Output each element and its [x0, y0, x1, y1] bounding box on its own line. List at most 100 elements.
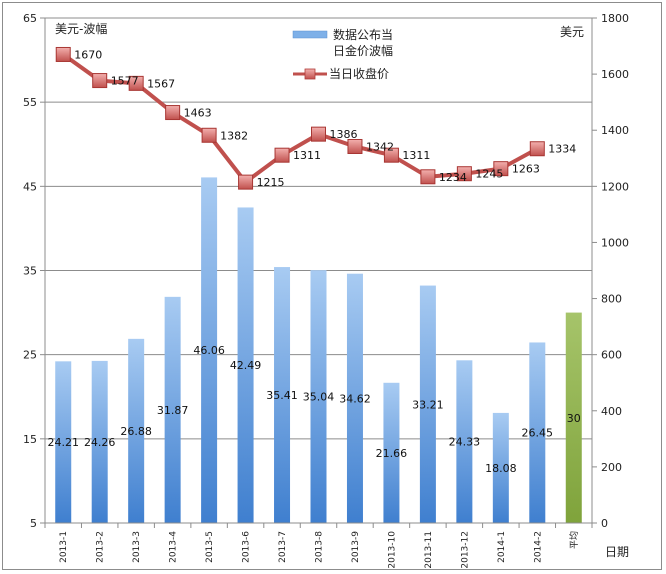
line-value-label: 1263 [512, 163, 540, 176]
x-tick-label: 2013-5 [205, 531, 215, 563]
chart-svg: 24.21 24.26 26.88 31.87 46.06 42.49 35.41 35.04… [23, 12, 629, 569]
line-value-label: 1567 [147, 77, 175, 90]
line-point [420, 169, 436, 185]
bar-average [565, 312, 582, 523]
bar-value-label: 33.21 [412, 398, 444, 411]
x-tick-label: 2014-1 [497, 531, 507, 563]
x-tick-label: 2013-4 [169, 531, 179, 563]
y-left-tick-label: 15 [23, 433, 37, 446]
line-value-label: 1234 [439, 171, 467, 184]
legend-bar-label-line1: 数据公布当 [333, 27, 393, 42]
x-tick-label: 2013-12 [460, 531, 470, 569]
bar-value-label: 35.04 [303, 391, 335, 404]
bar [91, 360, 108, 523]
bar [237, 207, 254, 523]
bar-value-label: 34.62 [339, 392, 371, 405]
line-point [128, 75, 144, 91]
y-left-tick-label: 45 [23, 180, 37, 193]
x-tick-label: 2013-10 [387, 531, 397, 569]
x-tick-label: 2013-3 [132, 531, 142, 563]
line-value-label: 1386 [330, 128, 358, 141]
bar [274, 267, 291, 523]
y-left-tick-label: 55 [23, 96, 37, 109]
line-point [493, 161, 509, 177]
x-tick-label: 平均 [568, 531, 580, 549]
bar-value-label: 21.66 [376, 447, 408, 460]
bar [419, 285, 436, 523]
line-point [347, 138, 363, 154]
bar [201, 177, 218, 523]
bar [529, 342, 546, 523]
bar-value-label: 31.87 [157, 404, 189, 417]
x-tick-label: 2013-6 [242, 531, 252, 563]
y-right-axis-title: 美元 [560, 25, 584, 39]
y-right-tick-label: 0 [601, 517, 608, 530]
bar-value-label: 24.33 [449, 436, 481, 449]
line-value-label: 1670 [74, 48, 102, 61]
bar-value-label: 42.49 [230, 359, 262, 372]
y-left-tick-label: 35 [23, 265, 37, 278]
y-left-axis-title: 美元-波幅 [55, 21, 107, 36]
label-layer: 24.21 24.26 26.88 31.87 46.06 42.49 35.41 35.04… [47, 48, 580, 474]
line-point [201, 127, 217, 143]
bar-value-label: 24.26 [84, 436, 116, 449]
y-right-tick-label: 600 [601, 349, 622, 362]
line-point [238, 174, 254, 190]
y-left-tick-label: 65 [23, 12, 37, 25]
x-axis-title: 日期 [605, 545, 629, 559]
line-value-label: 1311 [293, 149, 321, 162]
line-point [383, 147, 399, 163]
line-value-label: 1215 [257, 176, 285, 189]
bar [128, 338, 145, 523]
legend-line-label: 当日收盘价 [329, 66, 389, 81]
x-tick-label: 2013-9 [351, 531, 361, 563]
legend-line-marker [304, 68, 316, 80]
bar [55, 361, 72, 523]
x-tick-label: 2013-7 [278, 531, 288, 563]
axis-layer: 5 15 25 35 45 55 65 0 200 400 600 800 1000 1200 1400 16… [23, 12, 629, 569]
bar-value-label: 35.41 [266, 389, 298, 402]
bar-layer [55, 177, 582, 523]
y-right-tick-label: 1000 [601, 236, 629, 249]
legend: 数据公布当 日金价波幅 当日收盘价 [292, 27, 393, 81]
line-value-label: 1577 [111, 75, 139, 88]
line-layer [55, 46, 545, 190]
y-right-tick-label: 1400 [601, 124, 629, 137]
y-left-tick-label: 25 [23, 349, 37, 362]
bar-value-label: 46.06 [193, 344, 225, 357]
bar-value-label: 30 [567, 412, 581, 425]
bar [310, 270, 327, 523]
y-right-tick-label: 400 [601, 405, 622, 418]
y-left-tick-label: 5 [30, 517, 37, 530]
bar-value-label: 18.08 [485, 462, 517, 475]
line-point [165, 105, 181, 121]
y-right-tick-label: 1200 [601, 180, 629, 193]
x-tick-label: 2013-8 [315, 531, 325, 563]
line-value-label: 1463 [184, 107, 212, 120]
bar [492, 412, 509, 523]
line-point [55, 46, 71, 62]
line-value-label: 1342 [366, 140, 394, 153]
line-value-label: 1334 [548, 143, 576, 156]
x-tick-label: 2013-11 [424, 531, 434, 569]
line-value-label: 1245 [475, 168, 503, 181]
line-point [529, 141, 545, 157]
bar-value-label: 26.45 [522, 427, 554, 440]
bar [164, 296, 181, 523]
legend-bar-swatch [292, 30, 328, 39]
bar [346, 273, 363, 523]
y-right-tick-label: 1800 [601, 12, 629, 25]
legend-bar-label-line2: 日金价波幅 [333, 43, 393, 58]
x-tick-label: 2014-2 [533, 531, 543, 563]
line-point [456, 166, 472, 182]
bar [456, 360, 473, 523]
line-value-label: 1311 [402, 149, 430, 162]
line-point [311, 126, 326, 142]
y-right-tick-label: 1600 [601, 68, 629, 81]
y-right-tick-label: 200 [601, 461, 622, 474]
line-value-label: 1382 [220, 129, 248, 142]
line-point [274, 147, 290, 163]
x-tick-label: 2013-2 [96, 531, 106, 563]
y-right-tick-label: 800 [601, 293, 622, 306]
